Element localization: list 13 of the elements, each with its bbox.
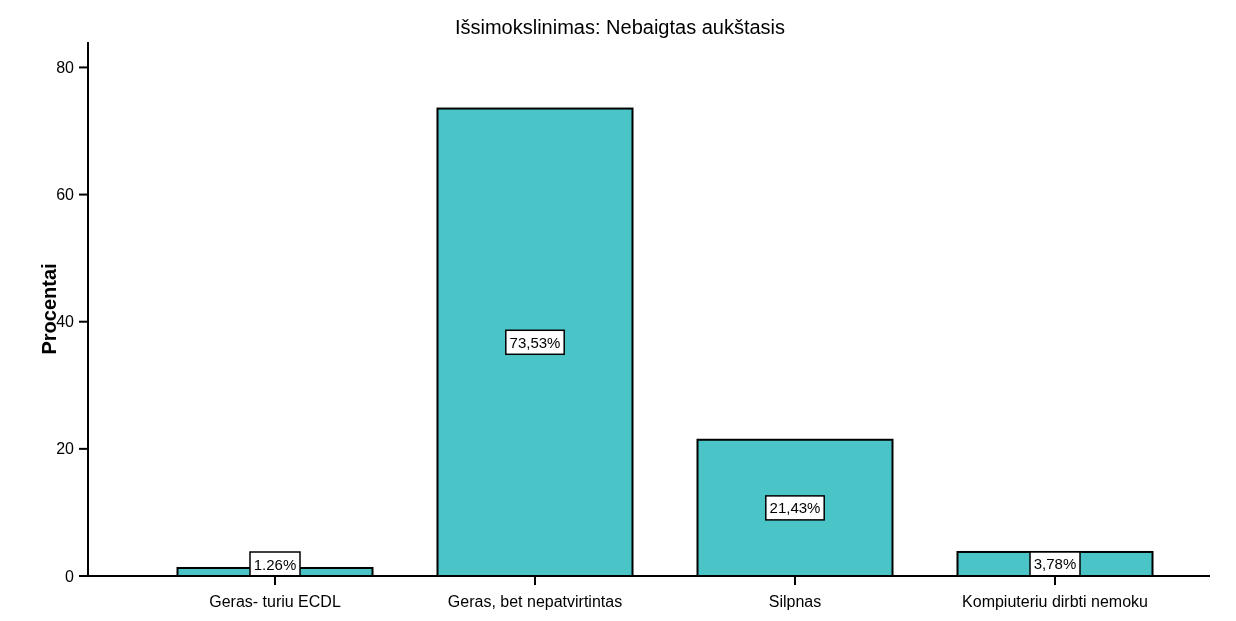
data-label: 1.26% xyxy=(253,555,297,573)
x-tick-label: Silpnas xyxy=(768,593,822,610)
data-label: 3,78% xyxy=(1033,555,1077,573)
y-tick-label: 60 xyxy=(56,186,75,204)
y-tick-label: 0 xyxy=(65,567,75,585)
x-tick-label: Geras- turiu ECDL xyxy=(209,593,341,610)
y-tick-label: 80 xyxy=(56,58,75,76)
x-tick-label: Geras, bet nepatvirtintas xyxy=(447,593,623,610)
data-label: 21,43% xyxy=(769,499,821,517)
chart-title: Išsimokslinimas: Nebaigtas aukštasis xyxy=(454,16,786,38)
data-label: 73,53% xyxy=(509,333,561,351)
x-tick-label: Kompiuteriu dirbti nemoku xyxy=(962,593,1148,610)
y-tick-label: 20 xyxy=(56,440,75,458)
